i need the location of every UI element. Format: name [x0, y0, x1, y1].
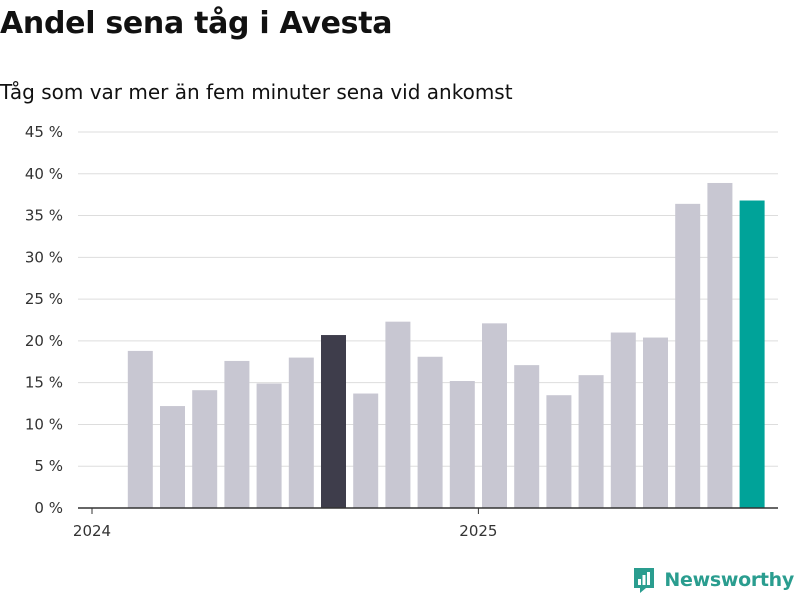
- bar-2024-03: [160, 406, 185, 508]
- y-tick-label: 45 %: [25, 123, 63, 141]
- y-tick-label: 20 %: [25, 332, 63, 350]
- chart-subtitle: Tåg som var mer än fem minuter sena vid …: [0, 80, 513, 104]
- y-tick-label: 5 %: [34, 457, 63, 475]
- bar-2025-07: [675, 203, 701, 508]
- chart-title: Andel sena tåg i Avesta: [0, 6, 393, 41]
- bar-2024-07: [288, 357, 314, 508]
- bar-2025-08: [707, 182, 733, 509]
- y-tick-label: 30 %: [25, 248, 63, 266]
- x-axis-ticks: 2024 2025: [73, 508, 497, 540]
- bar-2025-03: [546, 395, 572, 508]
- x-tick-label: 2025: [459, 522, 497, 540]
- newsworthy-logo-icon: [634, 568, 655, 593]
- bar-2024-11: [417, 356, 443, 508]
- bar-2025-02: [514, 365, 540, 508]
- bar-2025-05: [610, 332, 636, 508]
- bar-2024-12: [449, 380, 475, 508]
- bar-2024-10: [385, 321, 411, 508]
- y-tick-label: 10 %: [25, 415, 63, 433]
- y-tick-label: 0 %: [34, 499, 63, 517]
- bar-2024-06: [256, 383, 282, 508]
- bar-2025-06: [643, 337, 668, 508]
- bar-2025-09: [739, 200, 765, 508]
- bar-2024-02: [127, 350, 153, 508]
- bar-2025-01: [482, 323, 507, 508]
- bars: [127, 182, 765, 509]
- y-tick-label: 25 %: [25, 290, 63, 308]
- newsworthy-logo: Newsworthy: [632, 566, 794, 594]
- y-tick-label: 15 %: [25, 374, 63, 392]
- bar-2024-05: [224, 360, 250, 508]
- y-axis-ticks: 0 % 5 % 10 % 15 % 20 % 25 % 30 % 35 % 40 % 45 %: [25, 123, 63, 517]
- bar-chart: 0 % 5 % 10 % 15 % 20 % 25 % 30 % 35 % 40 % 45 % 2…: [25, 123, 778, 540]
- y-tick-label: 35 %: [25, 207, 63, 225]
- bar-2025-04: [578, 375, 604, 508]
- bar-2024-09: [353, 393, 379, 508]
- x-tick-label: 2024: [73, 522, 111, 540]
- bar-2024-04: [192, 390, 218, 508]
- y-tick-label: 40 %: [25, 165, 63, 183]
- brand-name: Newsworthy: [664, 569, 794, 591]
- bar-2024-08: [321, 335, 346, 508]
